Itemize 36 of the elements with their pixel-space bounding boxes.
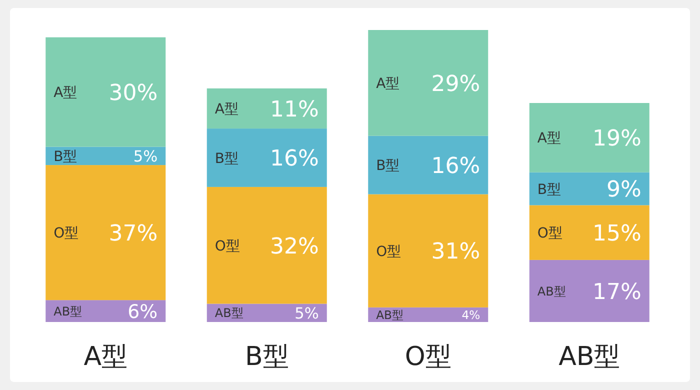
data-label: 29% [431,72,480,97]
data-label: 6% [128,300,158,323]
text: A型 [537,130,561,147]
text: A型 [376,76,400,92]
data-label: 16% [270,146,319,172]
x-tick-label: AB型 [558,342,620,372]
series-label: B型 [54,148,78,165]
text: O型 [537,226,562,242]
data-label: 30% [108,80,158,106]
text: AB型 [54,304,82,318]
data-label: 5% [294,304,319,322]
data-label: 37% [108,221,158,246]
text: B型 [537,182,561,198]
series-label: O型 [54,226,79,242]
data-label: 9% [606,178,642,203]
data-label: 17% [592,280,642,305]
text: AB型 [537,284,566,298]
text: O型 [376,244,402,260]
x-tick-label: A型 [84,342,128,372]
data-label: 4% [462,308,480,322]
x-tick-label: O型 [404,342,452,372]
series-label: AB型 [376,308,404,322]
data-label: 19% [592,126,642,152]
series-label: A型 [54,85,78,102]
x-tick-label: B型 [244,342,289,372]
data-label: 32% [270,234,319,260]
data-label: 11% [270,97,319,122]
data-label: 31% [431,240,480,265]
text: B型 [214,150,238,167]
text: O型 [214,238,240,254]
text: B型 [376,158,400,174]
data-label: 15% [592,221,642,246]
text: AB型 [214,306,244,320]
data-label: 16% [431,154,480,179]
text: A型 [214,102,238,118]
data-label: 5% [133,147,158,166]
